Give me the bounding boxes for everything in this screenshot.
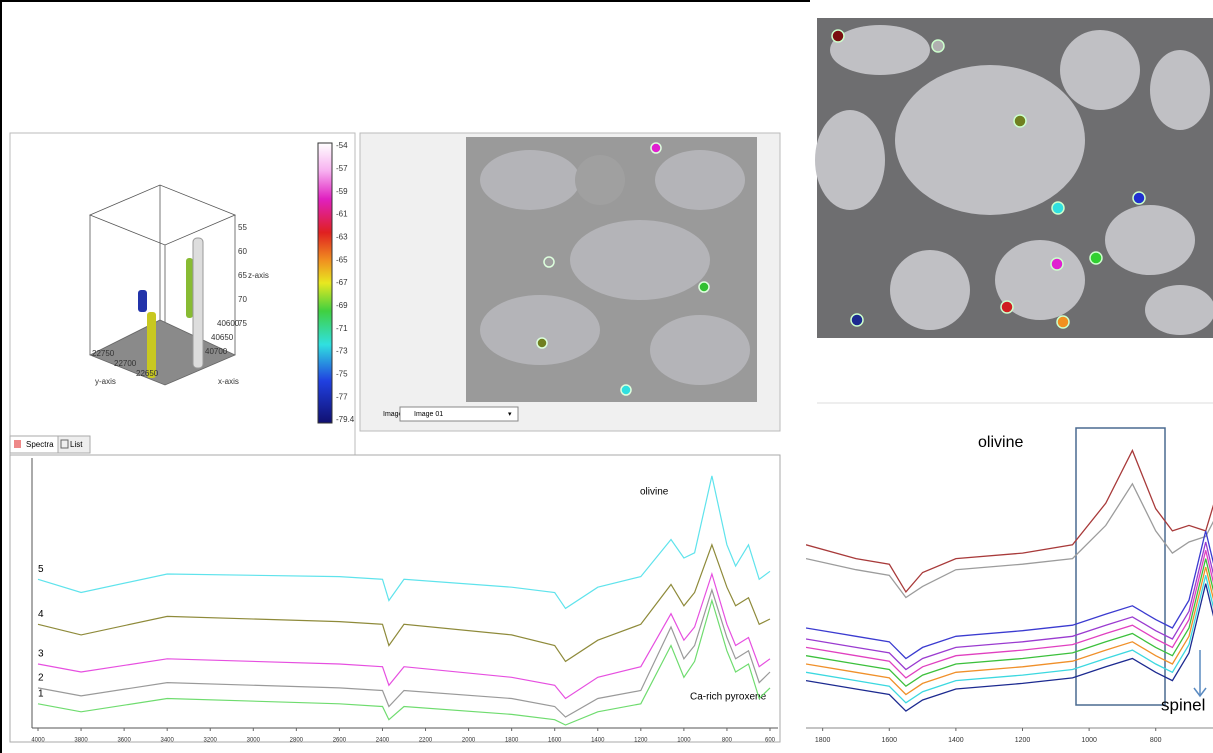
annotation: spinel bbox=[1161, 695, 1205, 714]
series-label: 3 bbox=[38, 649, 44, 660]
pillar bbox=[192, 237, 204, 369]
pillar bbox=[186, 258, 193, 318]
x-tick-label: 1400 bbox=[591, 738, 605, 744]
pillar bbox=[147, 312, 156, 378]
annotation: olivine bbox=[978, 434, 1023, 451]
x-tick-label: 1200 bbox=[1015, 737, 1031, 744]
x-tick-label: 2000 bbox=[462, 738, 476, 744]
spot-markers bbox=[536, 142, 710, 396]
spectrum bbox=[806, 566, 1213, 696]
z-tick-label: 60 bbox=[238, 247, 247, 256]
series-label: 2 bbox=[38, 673, 44, 684]
spectrum bbox=[806, 583, 1213, 712]
x-tick-label: 40600 bbox=[217, 319, 240, 328]
x-tick-label: 1000 bbox=[677, 738, 691, 744]
image-dropdown[interactable] bbox=[399, 406, 519, 422]
z-tick-label: 70 bbox=[238, 295, 247, 304]
highlight-box bbox=[1075, 427, 1166, 706]
x-tick-label: 2800 bbox=[290, 738, 304, 744]
z-tick-label: 65 bbox=[238, 271, 247, 280]
spectrum bbox=[806, 575, 1213, 704]
spectrum bbox=[806, 448, 1213, 594]
grains bbox=[815, 25, 1213, 335]
x-tick-label: 4000 bbox=[31, 738, 45, 744]
x-tick-label: 3000 bbox=[247, 738, 261, 744]
spectrum bbox=[37, 571, 771, 700]
spectrum bbox=[806, 550, 1213, 679]
image-dropdown-value[interactable]: Image 01 bbox=[414, 411, 443, 418]
tab-label[interactable]: List bbox=[70, 440, 83, 449]
x-tick-label: 3400 bbox=[160, 738, 174, 744]
spectrum bbox=[806, 541, 1213, 671]
x-tick-label: 1400 bbox=[948, 737, 964, 744]
tab-label[interactable]: Spectra bbox=[26, 440, 54, 449]
spectrum bbox=[37, 587, 771, 718]
spot-markers bbox=[831, 29, 1146, 329]
colorbar bbox=[317, 142, 333, 424]
z-tick-label: 75 bbox=[238, 319, 247, 328]
tab-icon bbox=[14, 440, 21, 448]
x-tick-label: 3200 bbox=[204, 738, 218, 744]
colorbar-label: -61 bbox=[336, 210, 348, 219]
x-axis-label: x-axis bbox=[218, 377, 239, 386]
x-tick-label: 40700 bbox=[205, 347, 228, 356]
spectra-panel bbox=[9, 454, 781, 743]
annotation: Ca-rich pyroxene bbox=[690, 692, 767, 703]
x-tick-label: 800 bbox=[722, 738, 733, 744]
colorbar-label: -77 bbox=[336, 392, 348, 401]
x-tick-label: 3800 bbox=[74, 738, 88, 744]
x-tick-label: 1800 bbox=[505, 738, 519, 744]
series-label: 5 bbox=[38, 564, 44, 575]
colorbar-label: -67 bbox=[336, 278, 348, 287]
spectrum bbox=[37, 543, 771, 663]
x-tick-label: 1600 bbox=[881, 737, 897, 744]
grains bbox=[480, 150, 750, 385]
colorbar-label: -54 bbox=[336, 141, 348, 150]
image-label: Image: bbox=[383, 411, 404, 418]
colorbar-label: -69 bbox=[336, 301, 348, 310]
pillar bbox=[138, 290, 147, 312]
tab-icon bbox=[60, 439, 69, 449]
x-tick-label: 1600 bbox=[548, 738, 562, 744]
dropdown-arrow[interactable]: ▾ bbox=[508, 411, 512, 418]
annotation: olivine bbox=[640, 487, 669, 498]
colorbar-label: -59 bbox=[336, 187, 348, 196]
spectrum bbox=[806, 530, 1213, 660]
y-tick-label: 22750 bbox=[92, 349, 115, 358]
spectrum bbox=[37, 598, 771, 726]
x-tick-label: 2400 bbox=[376, 738, 390, 744]
series-label: 4 bbox=[38, 609, 44, 620]
x-tick-label: 40650 bbox=[211, 333, 234, 342]
x-tick-label: 1800 bbox=[815, 737, 831, 744]
x-tick-label: 2600 bbox=[333, 738, 347, 744]
z-axis-label: z-axis bbox=[248, 271, 269, 280]
colorbar-label: -75 bbox=[336, 369, 348, 378]
x-tick-label: 600 bbox=[765, 738, 776, 744]
spectrum bbox=[37, 475, 771, 610]
z-tick-label: 55 bbox=[238, 223, 247, 232]
colorbar-label: -63 bbox=[336, 232, 348, 241]
arrowhead bbox=[1193, 687, 1207, 698]
plot3d-panel bbox=[9, 132, 356, 456]
plot3d-box bbox=[88, 184, 237, 386]
spectrum bbox=[806, 558, 1213, 688]
colorbar-label: -57 bbox=[336, 164, 348, 173]
spectrum bbox=[806, 482, 1213, 599]
colorbar-label: -71 bbox=[336, 324, 348, 333]
x-tick-label: 800 bbox=[1150, 737, 1162, 744]
colorbar-label: -73 bbox=[336, 347, 348, 356]
series-label: 1 bbox=[38, 688, 44, 699]
x-tick-label: 2200 bbox=[419, 738, 433, 744]
x-tick-label: 1000 bbox=[1081, 737, 1097, 744]
colorbar-label: -79.4 bbox=[336, 415, 355, 424]
x-tick-label: 1200 bbox=[634, 738, 648, 744]
x-tick-label: 3600 bbox=[117, 738, 131, 744]
y-tick-label: 22700 bbox=[114, 359, 137, 368]
colorbar-label: -65 bbox=[336, 255, 348, 264]
y-tick-label: 22650 bbox=[136, 369, 159, 378]
y-axis-label: y-axis bbox=[95, 377, 116, 386]
